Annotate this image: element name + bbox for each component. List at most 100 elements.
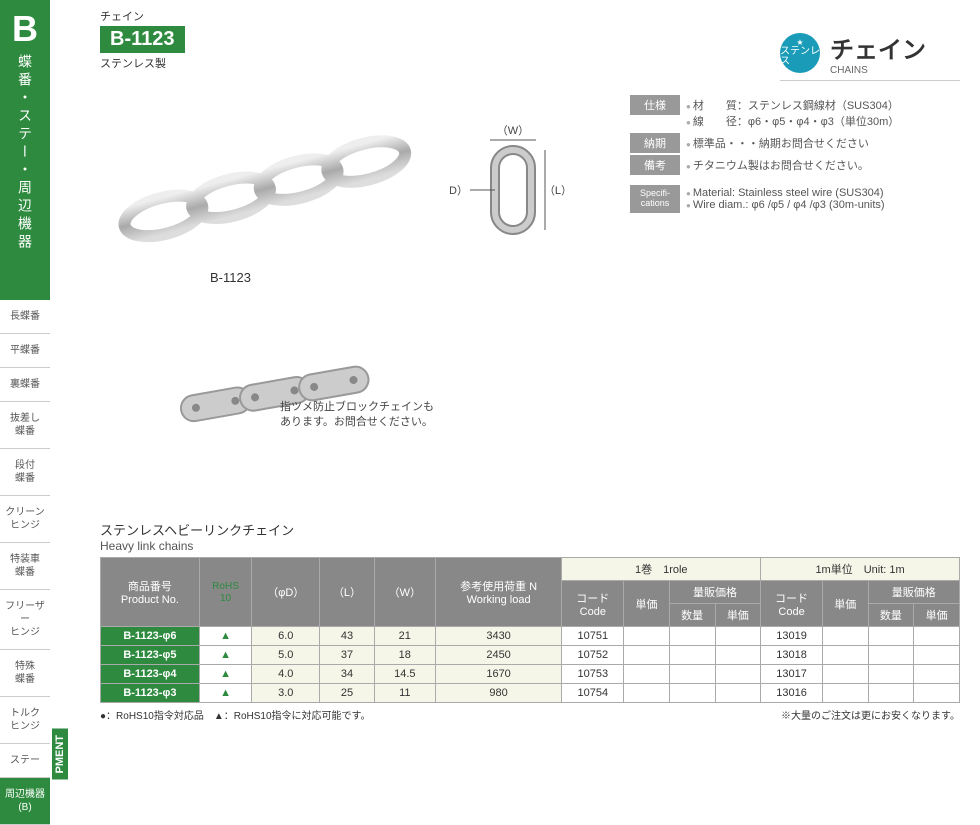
table-footnote: ●：RoHS10指令対応品 ▲：RoHS10指令に対応可能です。 ※大量のご注文… (100, 707, 960, 722)
cell-rohs: ▲ (199, 627, 252, 646)
category-letter: B (0, 0, 50, 54)
cell-code1: 10754 (562, 684, 624, 703)
cell-price1 (624, 646, 670, 665)
cell-load: 2450 (435, 646, 562, 665)
cell-price2 (822, 684, 868, 703)
cell-l: 25 (320, 684, 375, 703)
page-header: チェイン B-1123 ステンレス製 (100, 8, 185, 71)
cell-qty2 (868, 627, 914, 646)
cell-bulkp2 (914, 646, 960, 665)
th-l: （L） (320, 558, 375, 627)
spec-label: 仕様 (630, 95, 680, 115)
category-vertical: 蝶番・ステー・周辺機器 (15, 54, 35, 252)
stainless-badge-icon: ステンレス (780, 33, 820, 73)
cell-w: 18 (374, 646, 435, 665)
cell-bulkp2 (914, 684, 960, 703)
cell-qty1 (669, 627, 715, 646)
sidebar-item[interactable]: 段付蝶番 (0, 449, 50, 496)
th-w: （W） (374, 558, 435, 627)
cell-price2 (822, 646, 868, 665)
sidebar-item[interactable]: 平蝶番 (0, 334, 50, 368)
cell-price1 (624, 627, 670, 646)
sidebar-item[interactable]: クリーンヒンジ (0, 496, 50, 543)
chain-photo (100, 100, 420, 280)
th-roll-group: 1巻 1role (562, 558, 761, 581)
sidebar-item[interactable]: ステー (0, 744, 50, 778)
cell-w: 21 (374, 627, 435, 646)
th-unitp1: 単価 (624, 581, 670, 627)
sidebar-item[interactable]: 長蝶番 (0, 300, 50, 334)
svg-text:（W）: （W） (497, 124, 529, 137)
cell-qty2 (868, 684, 914, 703)
cell-bulkp1 (715, 646, 761, 665)
cell-l: 43 (320, 627, 375, 646)
section-title: ステンレス チェイン CHAINS (780, 30, 960, 81)
product-table-section: ステンレスヘビーリンクチェイン Heavy link chains 商品番号Pr… (100, 520, 960, 722)
cell-bulkp1 (715, 627, 761, 646)
cell-price2 (822, 665, 868, 684)
cell-pn: B-1123-φ3 (101, 684, 200, 703)
title-jp: チェイン (830, 30, 926, 65)
chain-photo-label: B-1123 (210, 270, 251, 285)
th-code1: コードCode (562, 581, 624, 627)
block-chain-note: 指ツメ防止ブロックチェインもあります。お問合せください。 (280, 400, 434, 431)
th-unitp2: 単価 (822, 581, 868, 627)
sidebar-item[interactable]: 特装車蝶番 (0, 543, 50, 590)
cell-l: 37 (320, 646, 375, 665)
th-product-no: 商品番号Product No. (101, 558, 200, 627)
sidebar-item[interactable]: 周辺機器(B) (0, 778, 50, 825)
sidebar-nav: 長蝶番平蝶番裏蝶番抜差し蝶番段付蝶番クリーンヒンジ特装車蝶番フリーザーヒンジ特殊… (0, 300, 50, 825)
th-load: 参考使用荷重 NWorking load (435, 558, 562, 627)
cell-rohs: ▲ (199, 684, 252, 703)
table-row: B-1123-φ3▲3.0251198010754 13016 (101, 684, 960, 703)
table-row: B-1123-φ5▲5.0371824501075213018 (101, 646, 960, 665)
cell-load: 1670 (435, 665, 562, 684)
cell-phid: 4.0 (252, 665, 320, 684)
cell-price1 (624, 665, 670, 684)
spec-text: 材 質：ステンレス鋼線材（SUS304）線 径：φ6・φ5・φ4・φ3（単位30… (680, 95, 960, 131)
svg-text:（L）: （L） (544, 184, 572, 197)
cell-phid: 5.0 (252, 646, 320, 665)
th-qty1: 数量 (669, 604, 715, 627)
sidebar-item[interactable]: フリーザーヒンジ (0, 590, 50, 650)
spec-text: 標準品・・・納期お問合せください (680, 133, 960, 153)
cell-phid: 6.0 (252, 627, 320, 646)
dimension-diagram: （W） （L） （φD） (450, 120, 590, 260)
header-kana: チェイン (100, 8, 185, 24)
cell-pn: B-1123-φ6 (101, 627, 200, 646)
cell-qty1 (669, 646, 715, 665)
product-table: 商品番号Product No. RoHS10 （φD） （L） （W） 参考使用… (100, 557, 960, 703)
sidebar-item[interactable]: トルクヒンジ (0, 697, 50, 744)
cell-l: 34 (320, 665, 375, 684)
cell-w: 14.5 (374, 665, 435, 684)
cell-code1: 10751 (562, 627, 624, 646)
sidebar-pment-tab: PMENT (52, 729, 68, 780)
th-rohs: RoHS10 (199, 558, 252, 627)
cell-qty2 (868, 646, 914, 665)
spec-label: 備考 (630, 155, 680, 175)
cell-code1: 10752 (562, 646, 624, 665)
cell-code2: 13017 (761, 665, 823, 684)
table-body: B-1123-φ6▲6.0432134301075113019B-1123-φ5… (101, 627, 960, 703)
header-material: ステンレス製 (100, 55, 185, 71)
cell-bulkp2 (914, 627, 960, 646)
cell-price1 (624, 684, 670, 703)
cell-phid: 3.0 (252, 684, 320, 703)
cell-code2: 13019 (761, 627, 823, 646)
cell-bulkp1 (715, 684, 761, 703)
footnote-right: ※大量のご注文は更にお安くなります。 (781, 707, 960, 722)
cell-code2: 13016 (761, 684, 823, 703)
sidebar-item[interactable]: 特殊蝶番 (0, 650, 50, 697)
sidebar-item[interactable]: 裏蝶番 (0, 368, 50, 402)
cell-rohs: ▲ (199, 646, 252, 665)
cell-code1: 10753 (562, 665, 624, 684)
th-code2: コードCode (761, 581, 823, 627)
sidebar-item[interactable]: 抜差し蝶番 (0, 402, 50, 449)
cell-qty2 (868, 665, 914, 684)
cell-pn: B-1123-φ5 (101, 646, 200, 665)
cell-load: 980 (435, 684, 562, 703)
sidebar-category-block: B 蝶番・ステー・周辺機器 (0, 0, 50, 300)
cell-w: 11 (374, 684, 435, 703)
table-title-jp: ステンレスヘビーリンクチェイン (100, 520, 960, 539)
cell-bulkp2 (914, 665, 960, 684)
